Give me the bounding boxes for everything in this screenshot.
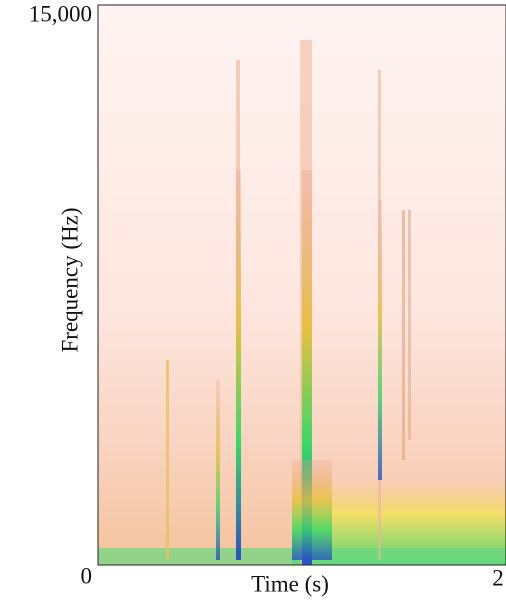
spectrogram-image: [97, 4, 506, 566]
y-tick-label: 15,000: [29, 1, 92, 26]
y-axis-label: Frequency (Hz): [57, 208, 82, 353]
y-tick-label: 0: [81, 563, 93, 588]
x-tick-label: 2: [492, 565, 504, 590]
x-axis-label: Time (s): [251, 571, 329, 596]
